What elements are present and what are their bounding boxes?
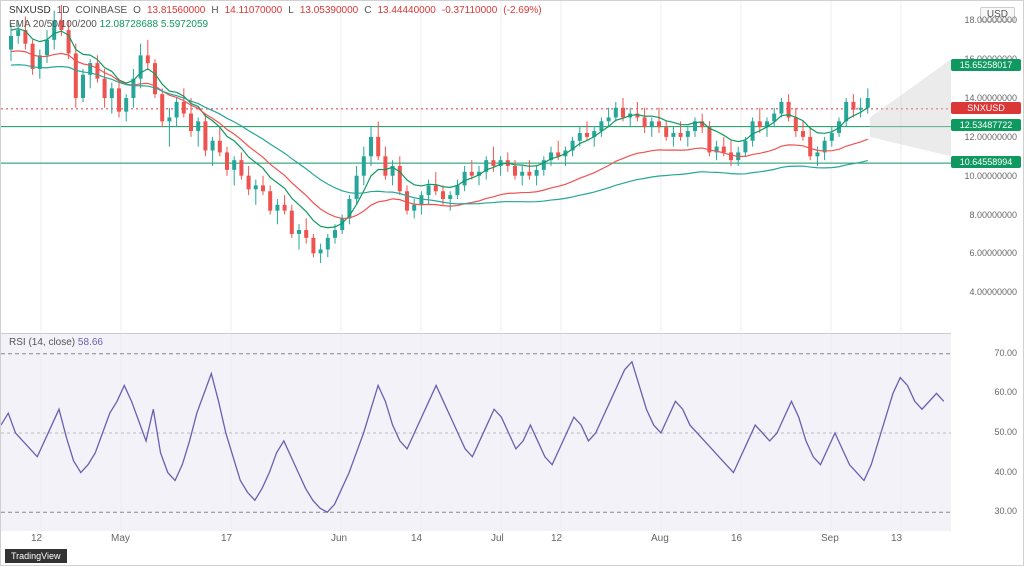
ohlc-c: 13.44440000 <box>377 5 435 16</box>
x-axis-tick: 13 <box>891 533 902 544</box>
ohlc-h: 14.11070000 <box>225 5 283 16</box>
x-axis-tick: 16 <box>731 533 742 544</box>
exchange-label: COINBASE <box>75 5 127 16</box>
price-level-label: SNXUSD <box>951 102 1021 114</box>
rsi-y-tick: 40.00 <box>994 467 1017 477</box>
price-level-label: 12.53487722 <box>951 119 1021 131</box>
symbol-label: SNXUSD <box>9 5 51 16</box>
ohlc-c-label: C <box>364 5 371 16</box>
ohlc-l: 13.05390000 <box>300 5 358 16</box>
time-x-axis: 12 May 17 Jun 14 Jul 12 Aug 16 Sep 13 <box>1 531 1024 551</box>
x-axis-tick: Jun <box>331 533 347 544</box>
ema-v2: 5.5972059 <box>161 19 208 30</box>
rsi-y-tick: 50.00 <box>994 427 1017 437</box>
rsi-title: RSI (14, close) <box>9 337 75 348</box>
rsi-panel[interactable] <box>1 333 951 531</box>
ohlc-l-label: L <box>288 5 294 16</box>
price-chart-svg <box>1 1 951 331</box>
x-axis-tick: 14 <box>411 533 422 544</box>
ohlc-o: 13.81560000 <box>147 5 205 16</box>
x-axis-tick: 12 <box>31 533 42 544</box>
x-axis-tick: Aug <box>651 533 669 544</box>
x-axis-tick: 17 <box>221 533 232 544</box>
rsi-header: RSI (14, close) 58.66 <box>9 337 103 348</box>
ohlc-o-label: O <box>133 5 141 16</box>
interval-label: 1D <box>57 5 70 16</box>
price-level-label: 15.65258017 <box>951 59 1021 71</box>
chart-container: SNXUSD 1D COINBASE O 13.81560000 H 14.1107… <box>0 0 1024 566</box>
price-y-tick: 4.00000000 <box>969 287 1017 297</box>
rsi-y-tick: 70.00 <box>994 348 1017 358</box>
x-axis-tick: 12 <box>551 533 562 544</box>
price-y-tick: 10.00000000 <box>964 171 1017 181</box>
rsi-chart-svg <box>1 334 951 532</box>
x-axis-tick: Sep <box>821 533 839 544</box>
price-y-tick: 18.00000000 <box>964 15 1017 25</box>
x-axis-tick: Jul <box>491 533 504 544</box>
chart-header: SNXUSD 1D COINBASE O 13.81560000 H 14.1107… <box>9 5 542 16</box>
change-value: -0.37110000 <box>442 5 497 16</box>
price-y-tick: 6.00000000 <box>969 248 1017 258</box>
rsi-value: 58.66 <box>78 337 103 348</box>
ema-label: EMA 20/50/100/200 <box>9 19 97 30</box>
rsi-y-tick: 60.00 <box>994 387 1017 397</box>
ema-header: EMA 20/50/100/200 12.08728688 5.5972059 <box>9 19 208 30</box>
ema-v1: 12.08728688 <box>100 19 158 30</box>
price-y-axis: 18.0000000016.0000000014.0000000012.0000… <box>949 1 1021 331</box>
price-y-tick: 12.00000000 <box>964 132 1017 142</box>
ohlc-h-label: H <box>211 5 218 16</box>
price-chart-panel[interactable] <box>1 1 951 331</box>
x-axis-tick: May <box>111 533 130 544</box>
price-y-tick: 8.00000000 <box>969 210 1017 220</box>
rsi-y-tick: 30.00 <box>994 506 1017 516</box>
rsi-y-axis: 70.00 60.00 50.00 40.00 30.00 <box>949 333 1021 531</box>
price-level-label: 10.64558994 <box>951 156 1021 168</box>
tradingview-watermark: TradingView <box>5 549 67 563</box>
change-pct: (-2.69%) <box>503 5 541 16</box>
